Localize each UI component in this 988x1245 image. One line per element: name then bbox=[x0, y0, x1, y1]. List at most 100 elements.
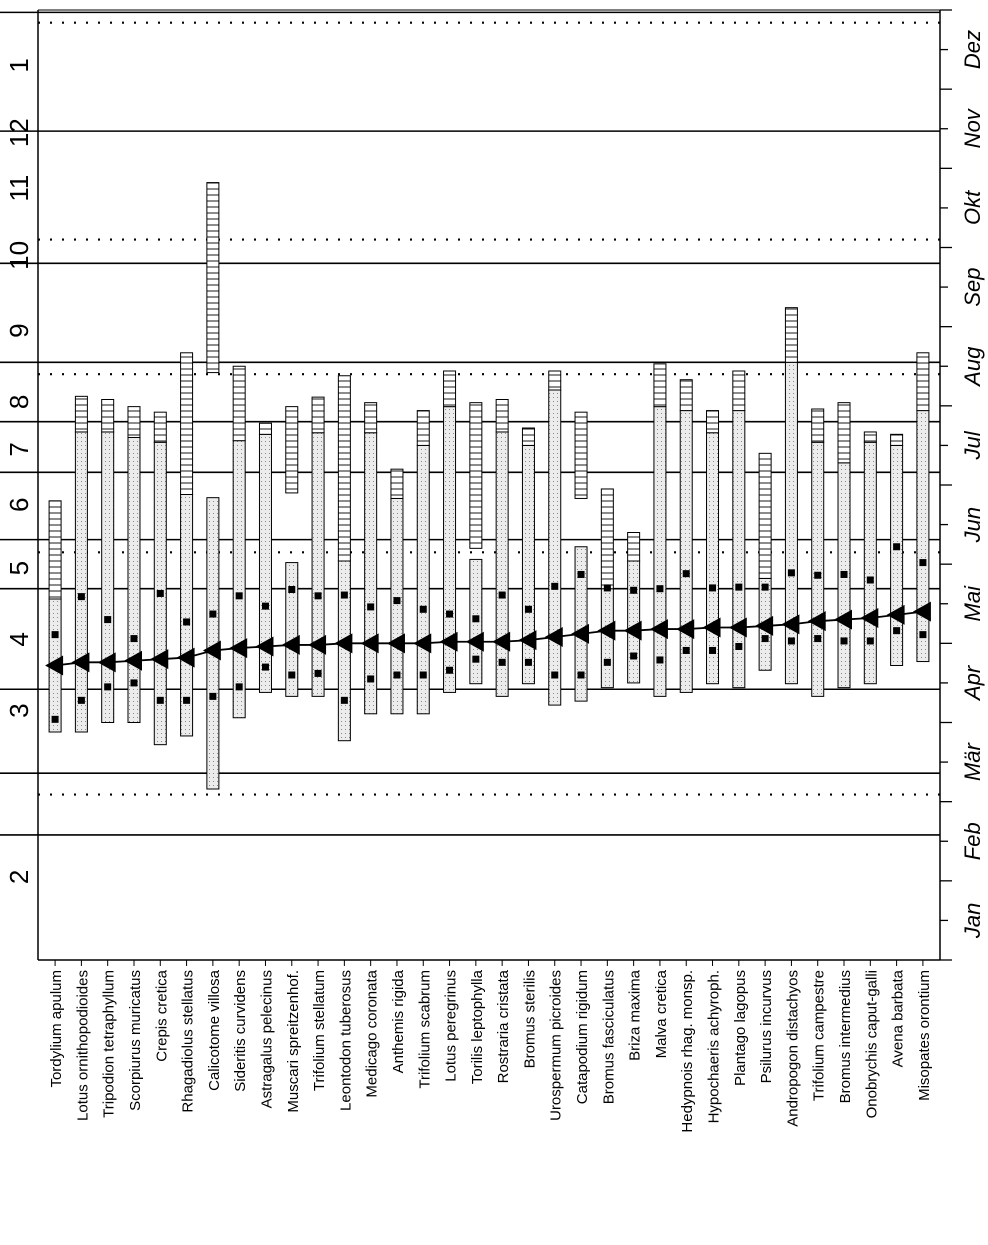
species-column bbox=[206, 182, 220, 790]
mean-triangle bbox=[97, 652, 116, 673]
mean-triangle bbox=[492, 631, 511, 652]
median-marker bbox=[104, 683, 112, 691]
species-label: Trifolium campestre bbox=[811, 970, 828, 1101]
species-label: Astragalus pelecinus bbox=[258, 970, 275, 1108]
phase-bar-upper bbox=[127, 406, 141, 438]
median-marker bbox=[735, 643, 743, 650]
phase-bar-lower bbox=[916, 410, 930, 663]
phase-bar-lower bbox=[811, 441, 825, 697]
axes bbox=[37, 9, 952, 966]
species-column bbox=[679, 379, 693, 693]
median-marker bbox=[446, 666, 454, 674]
median-marker bbox=[761, 583, 769, 591]
phase-bar-upper bbox=[285, 406, 299, 494]
phase-bar-lower bbox=[364, 432, 378, 715]
median-marker bbox=[656, 585, 664, 593]
species-column bbox=[653, 363, 667, 697]
period-label-6: 6 bbox=[4, 498, 34, 512]
phase-bar-upper bbox=[180, 352, 194, 495]
phase-bar-upper bbox=[206, 182, 220, 374]
month-label-Jul: Jul bbox=[960, 430, 985, 460]
species-label: Anthemis rigida bbox=[390, 969, 407, 1073]
mean-triangle bbox=[308, 634, 327, 655]
mean-triangle bbox=[597, 620, 616, 641]
mean-triangle bbox=[413, 633, 432, 654]
median-marker bbox=[235, 683, 243, 691]
median-marker bbox=[472, 655, 480, 663]
mean-triangle bbox=[123, 650, 142, 671]
species-label: Torilis leptophylla bbox=[469, 969, 486, 1084]
month-label-Apr: Apr bbox=[960, 664, 985, 702]
month-label-Mai: Mai bbox=[960, 585, 985, 622]
median-marker bbox=[419, 671, 427, 679]
median-marker bbox=[77, 696, 85, 704]
phase-bar-lower bbox=[784, 361, 798, 685]
period-label-10: 10 bbox=[4, 241, 34, 270]
species-column bbox=[548, 370, 562, 706]
species-column bbox=[180, 352, 194, 737]
period-label-2: 2 bbox=[4, 870, 34, 884]
phase-bar-upper bbox=[548, 370, 562, 391]
phase-bar-lower bbox=[101, 431, 115, 723]
species-label: Psilurus incurvus bbox=[758, 970, 775, 1083]
mean-triangle bbox=[623, 620, 642, 641]
species-label: Hedypnois rhag. monsp. bbox=[679, 970, 696, 1133]
median-marker bbox=[77, 593, 85, 601]
median-marker bbox=[261, 663, 269, 671]
species-column bbox=[443, 370, 457, 693]
median-marker bbox=[524, 658, 532, 666]
median-marker bbox=[367, 603, 375, 611]
species-column bbox=[574, 411, 588, 702]
median-marker bbox=[761, 635, 769, 643]
phase-bar-lower bbox=[627, 560, 641, 684]
phase-bar-upper bbox=[521, 427, 535, 446]
phase-bar-upper bbox=[627, 532, 641, 562]
species-label: Scorpiurus muricatus bbox=[127, 970, 144, 1111]
species-label: Bromus fasciculatus bbox=[600, 970, 617, 1104]
species-column bbox=[758, 452, 772, 671]
phase-bar-upper bbox=[916, 352, 930, 412]
species-label: Andropogon distachyos bbox=[784, 970, 801, 1127]
mean-triangle bbox=[755, 615, 774, 636]
species-column bbox=[390, 468, 404, 715]
median-marker bbox=[919, 559, 927, 567]
phase-bar-lower bbox=[285, 562, 299, 697]
species-label: Crepis cretica bbox=[153, 969, 170, 1061]
mean-triangle bbox=[439, 631, 458, 652]
species-label: Plantago lagopus bbox=[732, 970, 749, 1086]
phase-bar-lower bbox=[74, 431, 88, 733]
median-marker bbox=[209, 692, 217, 700]
median-marker bbox=[130, 635, 138, 643]
median-marker bbox=[787, 569, 795, 577]
median-marker bbox=[314, 592, 322, 600]
phase-bar-upper bbox=[258, 422, 272, 435]
phase-bar-upper bbox=[443, 370, 457, 408]
mean-triangle bbox=[702, 617, 721, 638]
species-column bbox=[837, 402, 851, 689]
species-column bbox=[364, 402, 378, 715]
period-label-5: 5 bbox=[4, 561, 34, 575]
period-label-3: 3 bbox=[4, 703, 34, 717]
median-marker bbox=[156, 696, 164, 704]
period-label-11: 11 bbox=[4, 175, 34, 202]
mean-triangle bbox=[912, 601, 931, 622]
median-marker bbox=[183, 696, 191, 704]
mean-triangle bbox=[202, 640, 221, 661]
median-marker bbox=[340, 696, 348, 704]
phase-bar-upper bbox=[732, 370, 746, 412]
phase-bar-upper bbox=[758, 452, 772, 579]
median-marker bbox=[603, 658, 611, 666]
species-label: Misopates orontium bbox=[916, 970, 933, 1101]
period-label-4: 4 bbox=[4, 632, 34, 646]
median-marker bbox=[130, 679, 138, 687]
phase-bar-upper bbox=[653, 363, 667, 408]
period-label-12: 12 bbox=[4, 118, 34, 147]
median-marker bbox=[577, 570, 585, 578]
mean-triangle bbox=[176, 647, 195, 668]
median-marker bbox=[156, 589, 164, 597]
month-label-Aug: Aug bbox=[960, 346, 985, 388]
median-marker bbox=[893, 543, 901, 551]
median-marker bbox=[893, 627, 901, 635]
phase-bar-lower bbox=[495, 431, 509, 697]
